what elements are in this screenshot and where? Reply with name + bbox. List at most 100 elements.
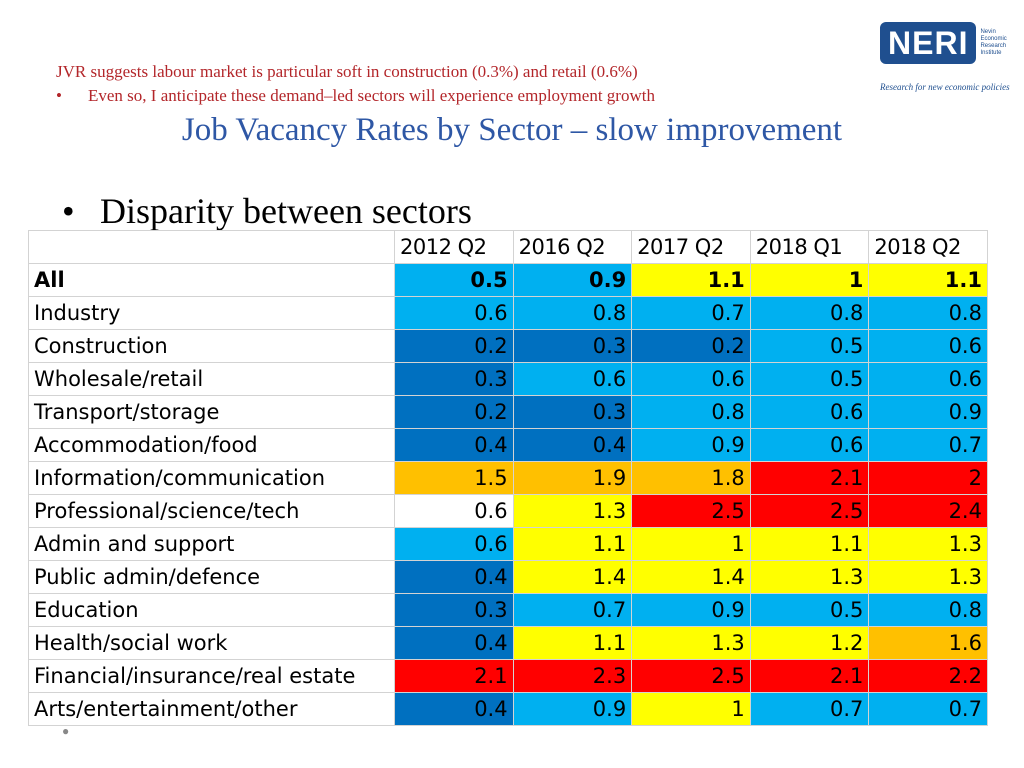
value-cell: 0.5 <box>749 362 870 396</box>
row-label: Financial/insurance/real estate <box>28 659 395 693</box>
value-cell: 0.9 <box>631 428 751 462</box>
subheading-text: Disparity between sectors <box>100 191 472 231</box>
value-cell: 0.6 <box>394 296 514 330</box>
value-cell: 2.5 <box>631 659 751 693</box>
value-cell: 1.4 <box>512 560 633 594</box>
value-cell: 0.5 <box>749 329 870 363</box>
row-label: Arts/entertainment/other <box>28 692 395 726</box>
value-cell: 0.2 <box>631 329 751 363</box>
value-cell: 0.4 <box>394 692 514 726</box>
logo-subtitle: Nevin Economic Research Institute <box>980 29 1007 56</box>
value-cell: 1.3 <box>631 626 751 660</box>
column-header: 2018 Q1 <box>749 230 870 264</box>
value-cell: 0.8 <box>512 296 633 330</box>
value-cell: 2 <box>868 461 988 495</box>
row-label: Public admin/defence <box>28 560 395 594</box>
value-cell: 2.1 <box>749 659 870 693</box>
value-cell: 0.8 <box>868 593 988 627</box>
column-header: 2016 Q2 <box>512 230 633 264</box>
value-cell: 1.3 <box>749 560 870 594</box>
value-cell: 0.6 <box>868 329 988 363</box>
value-cell: 0.3 <box>394 593 514 627</box>
value-cell: 0.4 <box>512 428 633 462</box>
value-cell: 0.6 <box>749 428 870 462</box>
value-cell: 0.7 <box>631 296 751 330</box>
value-cell: 0.7 <box>868 428 988 462</box>
column-header: 2018 Q2 <box>868 230 988 264</box>
row-label: All <box>28 263 395 297</box>
value-cell: 1.2 <box>749 626 870 660</box>
value-cell: 0.3 <box>512 395 633 429</box>
table-row: All 0.5 0.9 1.1 1 1.1 <box>28 263 988 297</box>
value-cell: 2.5 <box>749 494 870 528</box>
value-cell: 1.4 <box>631 560 751 594</box>
value-cell: 0.4 <box>394 428 514 462</box>
column-header: 2017 Q2 <box>631 230 751 264</box>
value-cell: 2.3 <box>512 659 633 693</box>
page-title: Job Vacancy Rates by Sector – slow impro… <box>181 112 843 148</box>
table-row: Information/communication 1.5 1.9 1.8 2.1 2 <box>28 461 988 495</box>
column-header: 2012 Q2 <box>394 230 514 264</box>
value-cell: 1.6 <box>868 626 988 660</box>
table-row: Arts/entertainment/other 0.4 0.9 1 0.7 0.7 <box>28 692 988 726</box>
value-cell: 0.9 <box>631 593 751 627</box>
value-cell: 1.1 <box>512 626 633 660</box>
table-row: Accommodation/food 0.4 0.4 0.9 0.6 0.7 <box>28 428 988 462</box>
value-cell: 1.9 <box>512 461 633 495</box>
value-cell: 0.6 <box>512 362 633 396</box>
value-cell: 2.2 <box>868 659 988 693</box>
value-cell: 0.9 <box>512 263 633 297</box>
value-cell: 0.6 <box>394 527 514 561</box>
value-cell: 1.1 <box>631 263 751 297</box>
value-cell: 0.9 <box>868 395 988 429</box>
row-label: Health/social work <box>28 626 395 660</box>
vacancy-table: 2012 Q2 2016 Q2 2017 Q2 2018 Q1 2018 Q2 … <box>28 230 988 726</box>
value-cell: 2.1 <box>749 461 870 495</box>
row-label: Admin and support <box>28 527 395 561</box>
value-cell: 1 <box>631 692 751 726</box>
value-cell: 0.8 <box>749 296 870 330</box>
value-cell: 1.3 <box>868 527 988 561</box>
bullet-icon: • <box>56 86 62 105</box>
value-cell: 0.7 <box>749 692 870 726</box>
value-cell: 0.7 <box>868 692 988 726</box>
table-row: Admin and support 0.6 1.1 1 1.1 1.3 <box>28 527 988 561</box>
table-row: Wholesale/retail 0.3 0.6 0.6 0.5 0.6 <box>28 362 988 396</box>
table-row: Health/social work 0.4 1.1 1.3 1.2 1.6 <box>28 626 988 660</box>
row-label: Education <box>28 593 395 627</box>
logo-mark: NERI Nevin Economic Research Institute <box>880 20 1014 66</box>
value-cell: 1.1 <box>749 527 870 561</box>
table-row: Financial/insurance/real estate 2.1 2.3 2.5… <box>28 659 988 693</box>
note-line-2: • Even so, I anticipate these demand–led … <box>56 84 655 108</box>
table-body: All 0.5 0.9 1.1 1 1.1 Industry 0.6 0.8 0.7 0.8 0.8 C… <box>28 263 988 726</box>
value-cell: 0.9 <box>512 692 633 726</box>
value-cell: 0.3 <box>512 329 633 363</box>
table-row: Industry 0.6 0.8 0.7 0.8 0.8 <box>28 296 988 330</box>
row-label: Information/communication <box>28 461 395 495</box>
neri-logo: NERI Nevin Economic Research Institute R… <box>880 20 1014 92</box>
note-line-1: JVR suggests labour market is particular… <box>56 62 638 81</box>
value-cell: 0.7 <box>512 593 633 627</box>
value-cell: 0.8 <box>631 395 751 429</box>
table-row: Education 0.3 0.7 0.9 0.5 0.8 <box>28 593 988 627</box>
value-cell: 0.3 <box>394 362 514 396</box>
value-cell: 0.4 <box>394 560 514 594</box>
value-cell: 1 <box>749 263 870 297</box>
value-cell: 0.5 <box>394 263 514 297</box>
row-label: Construction <box>28 329 395 363</box>
table-row: Public admin/defence 0.4 1.4 1.4 1.3 1.3 <box>28 560 988 594</box>
row-label: Industry <box>28 296 395 330</box>
row-label: Professional/science/tech <box>28 494 395 528</box>
value-cell: 1.5 <box>394 461 514 495</box>
value-cell: 2.1 <box>394 659 514 693</box>
table-header-row: 2012 Q2 2016 Q2 2017 Q2 2018 Q1 2018 Q2 <box>28 230 988 264</box>
subheading: • Disparity between sectors <box>62 190 472 232</box>
row-label: Transport/storage <box>28 395 395 429</box>
value-cell: 0.8 <box>868 296 988 330</box>
value-cell: 0.4 <box>394 626 514 660</box>
value-cell: 2.5 <box>631 494 751 528</box>
value-cell: 0.2 <box>394 395 514 429</box>
table-row: Construction 0.2 0.3 0.2 0.5 0.6 <box>28 329 988 363</box>
bullet-icon: • <box>62 191 75 231</box>
logo-tagline: Research for new economic policies <box>880 82 1010 92</box>
